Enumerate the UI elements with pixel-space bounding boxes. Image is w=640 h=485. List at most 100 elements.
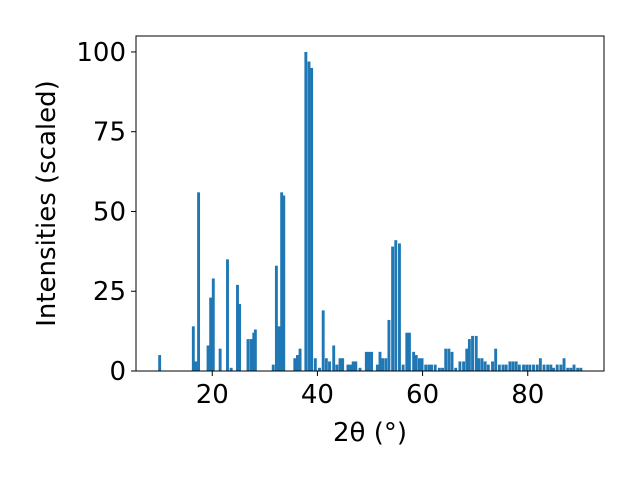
x-tick-label: 60 <box>406 380 439 410</box>
x-tick-label: 20 <box>196 380 229 410</box>
bar <box>412 351 416 371</box>
bar <box>238 304 242 371</box>
x-tick-label: 40 <box>301 380 334 410</box>
bar <box>246 339 250 371</box>
bar <box>454 367 458 371</box>
bar <box>391 246 395 371</box>
bar <box>555 364 559 371</box>
bar <box>427 364 431 371</box>
bar <box>313 358 317 371</box>
bar <box>354 361 358 371</box>
bar <box>367 351 371 371</box>
bar <box>211 278 215 371</box>
bar <box>511 361 515 371</box>
bar <box>508 361 512 371</box>
bar <box>341 358 345 371</box>
bar <box>236 284 239 371</box>
bar <box>307 61 311 372</box>
bar <box>310 67 314 372</box>
bar <box>332 345 336 371</box>
y-tick-label: 0 <box>109 357 126 387</box>
bar <box>364 351 368 371</box>
bar <box>430 364 433 371</box>
bar <box>252 332 256 371</box>
x-ticks: 20 40 60 80 <box>196 371 544 410</box>
bar <box>525 364 529 371</box>
bar <box>158 355 162 371</box>
bar <box>480 358 484 371</box>
bar <box>394 240 398 371</box>
bar <box>486 364 490 371</box>
bar <box>197 192 201 371</box>
bar <box>318 367 321 371</box>
bar <box>517 364 521 371</box>
bar <box>338 358 342 371</box>
bar <box>535 364 539 371</box>
bar <box>462 361 466 371</box>
y-tick-label: 75 <box>93 118 126 148</box>
bar <box>335 364 339 371</box>
bar <box>358 367 362 371</box>
bar <box>351 361 355 371</box>
bar <box>562 358 566 371</box>
bar <box>433 364 437 371</box>
bar <box>349 364 352 371</box>
bar <box>277 326 281 371</box>
bar <box>579 367 583 371</box>
bar <box>191 326 195 371</box>
bar <box>226 259 229 371</box>
bar <box>450 351 454 371</box>
bar <box>417 358 421 371</box>
bar <box>424 364 428 371</box>
bar <box>474 335 478 371</box>
bar <box>384 358 388 371</box>
bar <box>346 364 350 371</box>
bar <box>401 364 405 371</box>
bar <box>295 355 299 371</box>
bar <box>528 364 532 371</box>
bar <box>483 361 487 371</box>
bar <box>458 361 462 371</box>
bar <box>282 195 286 371</box>
y-axis-label: Intensities (scaled) <box>32 80 62 327</box>
bar <box>538 358 542 371</box>
bar <box>321 310 325 371</box>
bar <box>471 335 474 371</box>
bar <box>280 192 284 371</box>
bar <box>274 265 278 371</box>
bar <box>444 348 448 371</box>
bar <box>253 329 257 371</box>
bar <box>501 364 505 371</box>
bar <box>387 319 391 371</box>
bar <box>437 367 441 371</box>
bar <box>576 367 580 371</box>
bar <box>559 364 563 371</box>
bar <box>477 358 481 371</box>
bar <box>447 348 451 371</box>
bars-group <box>158 51 583 372</box>
y-tick-label: 25 <box>93 277 126 307</box>
bar <box>514 361 518 371</box>
bar <box>271 364 275 371</box>
bar <box>542 364 546 371</box>
bar <box>569 367 573 371</box>
bar <box>497 364 501 371</box>
bar <box>546 364 550 371</box>
bar <box>465 348 469 371</box>
bar <box>552 367 555 371</box>
bar <box>293 358 297 371</box>
plot-frame <box>135 35 605 372</box>
bar <box>249 339 253 371</box>
x-tick-label: 80 <box>511 380 544 410</box>
y-ticks: 0 25 50 75 100 <box>76 38 136 387</box>
bar <box>572 364 576 371</box>
bar <box>209 297 213 371</box>
bar <box>328 361 331 371</box>
y-tick-label: 50 <box>93 197 126 227</box>
x-axis-label: 2θ (°) <box>333 418 407 448</box>
bar <box>206 345 210 371</box>
bar <box>194 361 198 371</box>
y-tick-label: 100 <box>76 38 126 68</box>
